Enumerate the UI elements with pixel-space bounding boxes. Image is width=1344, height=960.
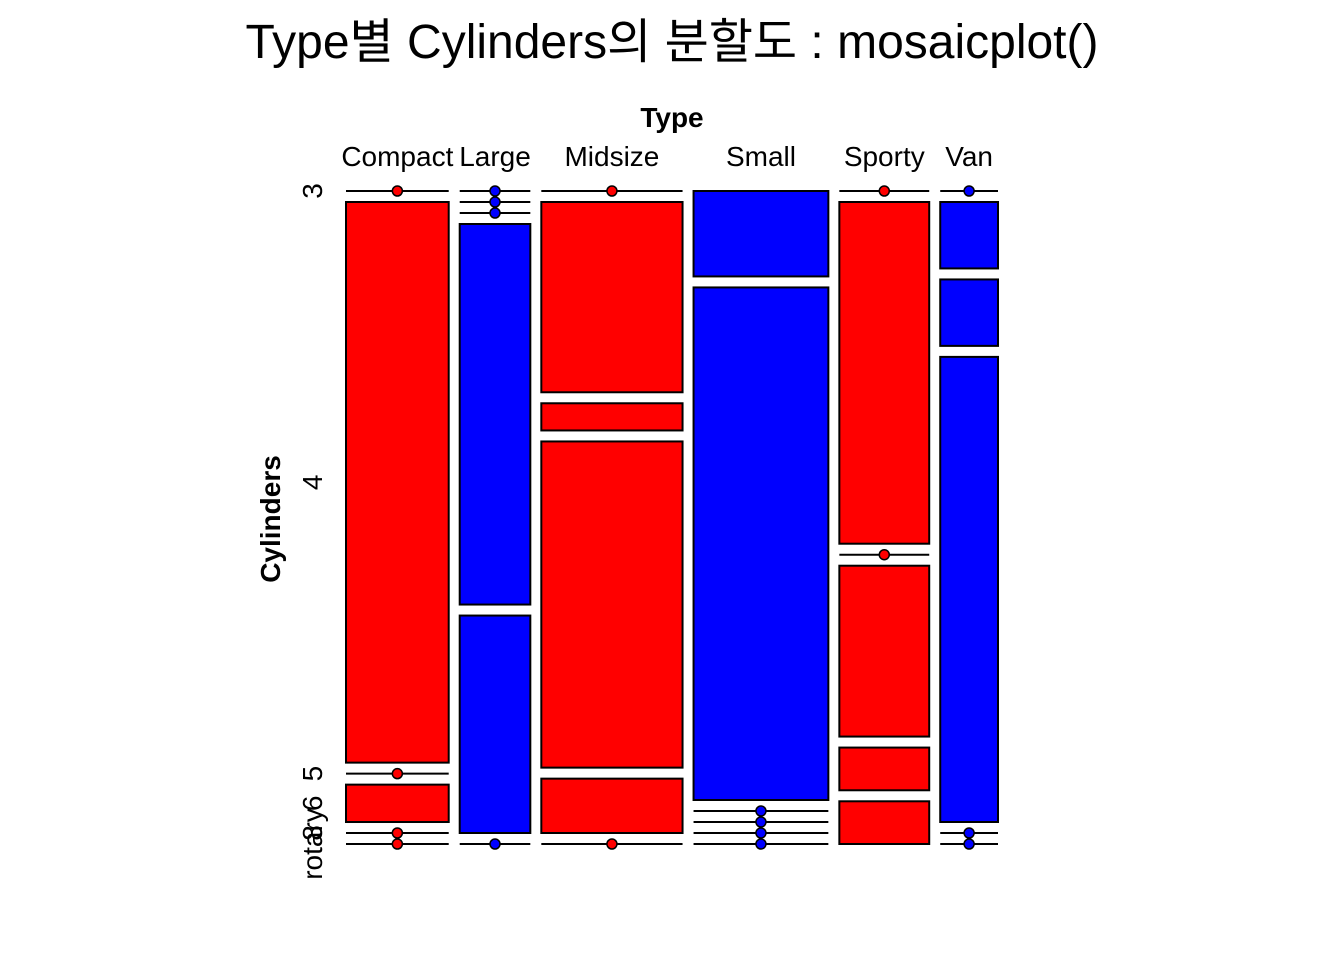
mosaic-cell xyxy=(540,777,684,835)
type-label: Small xyxy=(726,141,796,172)
mosaic-cell xyxy=(838,800,931,845)
cylinder-level-label: rotary xyxy=(297,808,328,880)
empty-cell-dot xyxy=(489,207,501,219)
type-label: Compact xyxy=(341,141,453,172)
cylinder-level-label: 5 xyxy=(297,766,328,782)
empty-cell-dot xyxy=(606,185,618,197)
mosaic-cell xyxy=(345,201,450,764)
mosaic-cell xyxy=(458,223,532,606)
mosaic-cell xyxy=(345,783,450,824)
mosaic-cell xyxy=(692,286,830,801)
type-label: Sporty xyxy=(844,141,925,172)
empty-cell-dot xyxy=(391,827,404,839)
empty-cell-dot xyxy=(755,816,767,828)
chart-title: Type별 Cylinders의 분할도 : mosaicplot() xyxy=(245,16,1098,69)
mosaic-cell xyxy=(939,355,999,823)
empty-cell-dot xyxy=(391,838,404,850)
empty-cell-dot xyxy=(391,185,404,197)
empty-cell-dot xyxy=(963,838,975,850)
cylinder-level-label: 4 xyxy=(297,475,328,491)
empty-cell-dot xyxy=(755,805,767,817)
mosaic-cell xyxy=(540,201,684,394)
cylinder-level-label: 8 xyxy=(297,825,328,841)
empty-cell-dot xyxy=(489,838,501,850)
y-axis-title: Cylinders xyxy=(255,455,286,583)
empty-cell-dot xyxy=(606,838,618,850)
type-labels: Compact Large Midsize Small Sporty Van xyxy=(341,141,993,172)
mosaic-cell xyxy=(692,190,830,278)
mosaic-cell xyxy=(838,746,931,792)
mosaic-cell xyxy=(838,201,931,545)
cylinder-level-label: 6 xyxy=(297,796,328,812)
mosaic-cell xyxy=(540,440,684,769)
empty-cell-dot xyxy=(878,185,891,197)
type-label: Van xyxy=(945,141,993,172)
x-axis-title: Type xyxy=(640,102,703,133)
mosaic-cells xyxy=(345,185,999,850)
empty-cell-dot xyxy=(489,196,501,208)
empty-cell-dot xyxy=(391,767,404,780)
mosaic-cell xyxy=(458,614,532,834)
empty-cell-dot xyxy=(878,548,891,561)
empty-cell-dot xyxy=(963,827,975,839)
mosaic-cell xyxy=(838,564,931,738)
mosaic-cell xyxy=(939,278,999,347)
cylinder-level-label: 3 xyxy=(297,183,328,199)
mosaic-cell xyxy=(939,201,999,270)
empty-cell-dot xyxy=(963,185,975,197)
type-label: Midsize xyxy=(564,141,659,172)
empty-cell-dot xyxy=(489,185,501,197)
empty-cell-dot xyxy=(755,838,767,850)
empty-cell-dot xyxy=(755,827,767,839)
type-label: Large xyxy=(459,141,531,172)
mosaic-cell xyxy=(540,402,684,432)
